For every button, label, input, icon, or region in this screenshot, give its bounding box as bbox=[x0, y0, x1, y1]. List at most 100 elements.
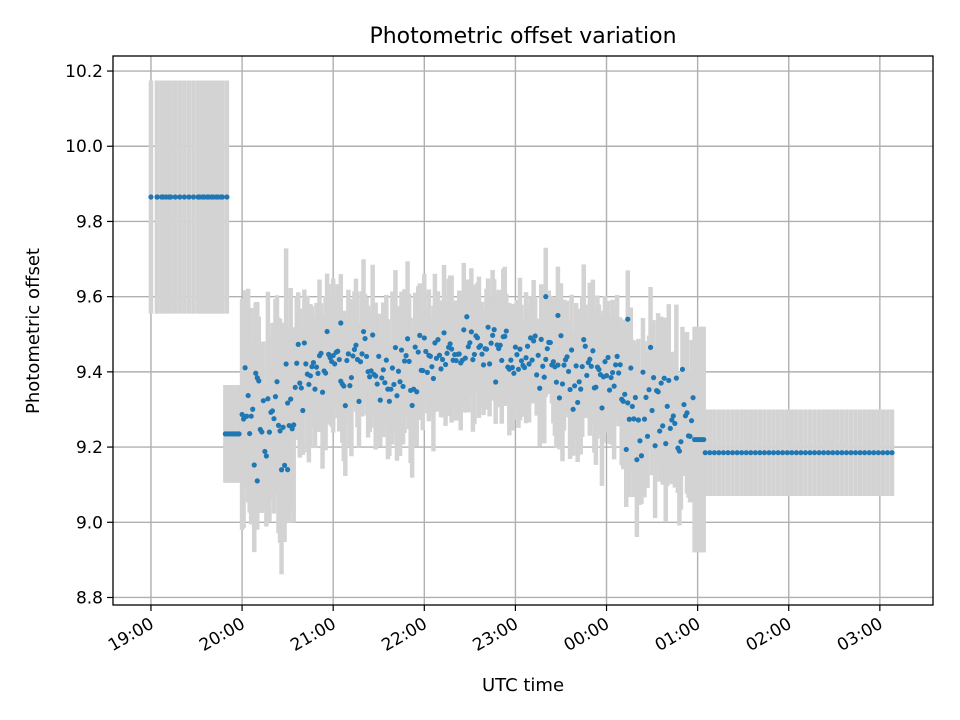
data-point bbox=[534, 372, 540, 378]
data-point bbox=[297, 380, 303, 386]
y-tick-label: 8.8 bbox=[76, 588, 103, 608]
data-point bbox=[789, 450, 795, 456]
data-point bbox=[556, 395, 563, 401]
data-point bbox=[206, 194, 212, 200]
data-point bbox=[435, 337, 441, 343]
x-tick-label: 22:00 bbox=[378, 614, 430, 656]
data-point bbox=[260, 398, 266, 404]
data-point bbox=[172, 194, 178, 200]
data-point bbox=[599, 405, 605, 411]
data-point bbox=[702, 450, 708, 456]
data-point bbox=[637, 438, 643, 444]
data-point bbox=[632, 394, 638, 401]
data-point bbox=[483, 346, 490, 352]
data-point bbox=[499, 357, 505, 364]
data-point bbox=[256, 378, 262, 384]
data-point bbox=[285, 400, 291, 406]
data-point bbox=[344, 357, 350, 364]
data-point bbox=[449, 346, 455, 352]
data-point bbox=[707, 450, 713, 456]
data-point bbox=[725, 450, 731, 456]
data-point bbox=[415, 349, 421, 355]
data-point bbox=[553, 379, 560, 385]
data-point bbox=[852, 450, 859, 456]
data-point bbox=[254, 478, 260, 484]
data-point bbox=[163, 194, 169, 200]
x-tick-label: 00:00 bbox=[561, 614, 613, 656]
data-point bbox=[421, 335, 427, 341]
data-point bbox=[312, 386, 318, 392]
data-point bbox=[190, 194, 197, 200]
data-point bbox=[616, 370, 622, 376]
y-tick-label: 9.0 bbox=[76, 513, 103, 533]
data-point bbox=[357, 359, 364, 365]
data-point bbox=[660, 423, 666, 429]
data-point bbox=[283, 361, 289, 367]
data-point bbox=[839, 450, 845, 456]
data-point bbox=[626, 416, 632, 422]
data-point bbox=[875, 450, 881, 456]
y-tick-label: 9.4 bbox=[76, 363, 103, 383]
error-bars bbox=[148, 80, 895, 575]
data-point bbox=[568, 347, 575, 353]
data-point bbox=[322, 370, 329, 376]
data-point bbox=[638, 453, 645, 459]
x-axis-ticks: 19:00 20:00 21:00 22:00 23:00 00:00 01:00 02:00… bbox=[105, 605, 886, 656]
data-point bbox=[262, 448, 268, 455]
data-point bbox=[219, 194, 225, 200]
data-point bbox=[512, 344, 519, 350]
data-point bbox=[565, 368, 572, 375]
data-point bbox=[559, 381, 566, 387]
data-point bbox=[250, 406, 256, 412]
data-point bbox=[816, 450, 822, 456]
data-point bbox=[757, 450, 763, 456]
data-point bbox=[335, 348, 341, 354]
data-point bbox=[540, 363, 546, 369]
data-point bbox=[389, 365, 396, 371]
data-point bbox=[629, 403, 635, 410]
data-point bbox=[631, 416, 637, 422]
data-point bbox=[468, 329, 474, 335]
data-point bbox=[259, 429, 265, 435]
data-point bbox=[447, 341, 453, 347]
data-point bbox=[288, 396, 294, 402]
data-point bbox=[655, 389, 661, 395]
data-point bbox=[289, 426, 295, 432]
data-point bbox=[581, 337, 587, 343]
data-point bbox=[661, 375, 667, 381]
data-point bbox=[177, 194, 183, 200]
data-point bbox=[646, 387, 652, 393]
data-points bbox=[148, 194, 895, 484]
data-point bbox=[318, 350, 324, 356]
data-point bbox=[857, 450, 863, 456]
data-point bbox=[567, 386, 573, 393]
data-point bbox=[802, 450, 809, 456]
data-point bbox=[497, 342, 503, 348]
data-point bbox=[356, 398, 362, 404]
data-point bbox=[298, 385, 304, 391]
data-point bbox=[244, 413, 250, 419]
data-point bbox=[394, 393, 400, 399]
data-point bbox=[644, 433, 651, 439]
data-point bbox=[830, 450, 836, 456]
data-point bbox=[368, 368, 374, 374]
data-point bbox=[379, 375, 385, 381]
data-point bbox=[517, 346, 523, 352]
data-point bbox=[441, 330, 447, 336]
data-point bbox=[412, 344, 418, 350]
data-point bbox=[362, 335, 368, 342]
data-point bbox=[398, 347, 405, 353]
data-point bbox=[575, 399, 581, 406]
data-point bbox=[332, 361, 338, 367]
data-point bbox=[493, 379, 499, 385]
data-point bbox=[531, 338, 537, 344]
data-point bbox=[641, 416, 648, 422]
data-point bbox=[684, 410, 690, 416]
data-point bbox=[664, 403, 670, 409]
data-point bbox=[866, 450, 872, 456]
data-point bbox=[503, 328, 509, 334]
plot-frame bbox=[112, 55, 934, 606]
data-point bbox=[341, 383, 347, 389]
data-point bbox=[474, 335, 481, 341]
data-point bbox=[555, 362, 561, 368]
